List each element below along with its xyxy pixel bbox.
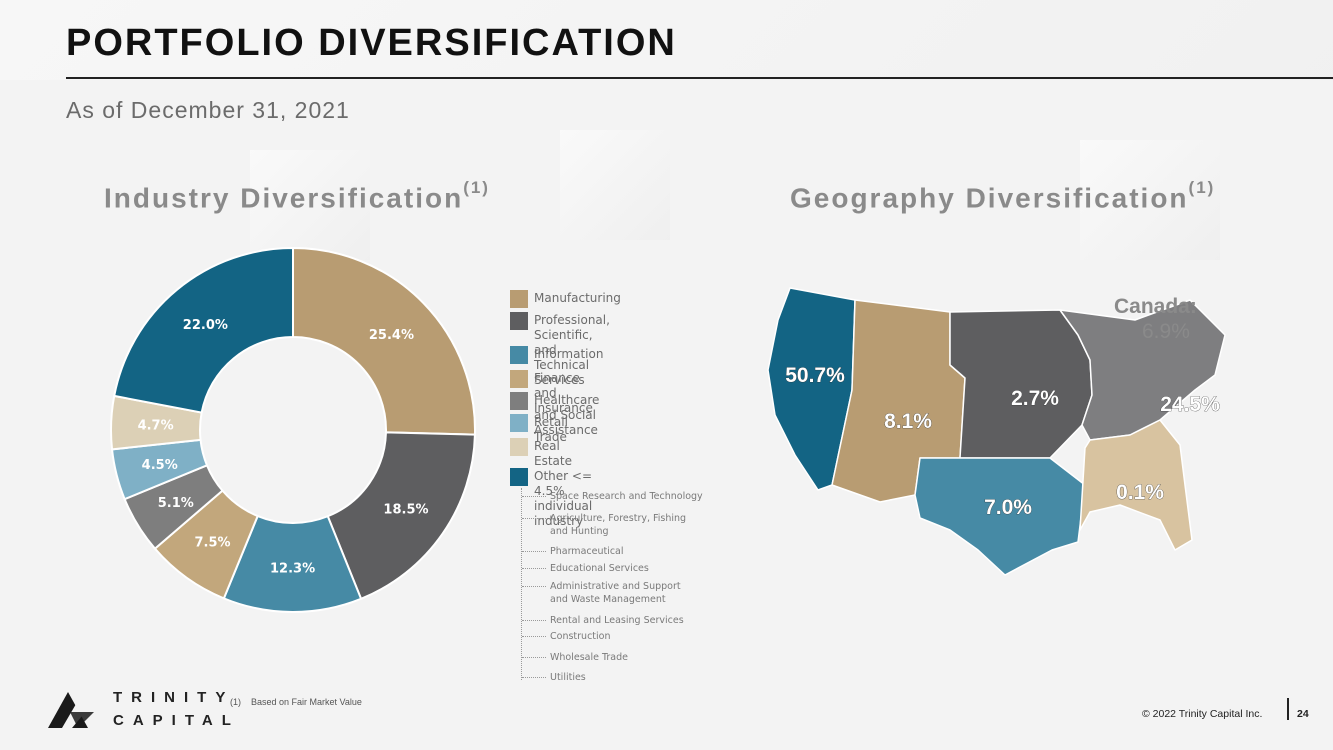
other-industry-item: Administrative and Support and Waste Mana… [522, 580, 758, 606]
other-industry-item: Rental and Leasing Services [522, 614, 758, 627]
legend-label: Retail Trade [534, 415, 568, 444]
trinity-logo-icon [48, 692, 94, 728]
legend-label: Healthcare and Social Assistance [534, 393, 600, 437]
other-industry-item: Pharmaceutical [522, 545, 758, 558]
background-tile [250, 150, 370, 260]
footnote-number: (1) [230, 697, 241, 707]
donut-slice-8 [113, 246, 294, 414]
geography-footnote-ref: (1) [1188, 178, 1216, 197]
other-industry-item: Agriculture, Forestry, Fishing and Huntin… [522, 512, 758, 538]
logo-text-capital: CAPITAL [113, 712, 240, 729]
legend-item: Information [510, 346, 603, 364]
other-industry-item: Construction [522, 630, 758, 643]
map-region-label-3: 2.7% [1011, 387, 1059, 410]
canada-label: Canada: [1114, 295, 1197, 318]
legend-item: Manufacturing [510, 290, 621, 308]
page-title: PORTFOLIO DIVERSIFICATION [66, 22, 677, 64]
legend-swatch [510, 290, 528, 308]
map-region-3 [949, 309, 1093, 459]
legend-item: Finance and Insurance [510, 370, 593, 416]
legend-item: Professional, Scientific, and Technical S… [510, 312, 610, 388]
logo-text-trinity: TRINITY [113, 689, 235, 706]
us-geography-map: 50.7% 8.1% 2.7% 24.5% 7.0% 0.1% [767, 287, 1226, 576]
copyright: © 2022 Trinity Capital Inc. [1142, 708, 1263, 720]
donut-slice-label-7: 4.7% [138, 418, 174, 433]
map-region-label-2: 8.1% [884, 410, 932, 433]
page-number-divider [1287, 698, 1289, 720]
donut-slice-label-6: 4.5% [142, 458, 178, 473]
map-region-label-1: 50.7% [785, 364, 845, 387]
legend-swatch [510, 370, 528, 388]
title-divider [66, 77, 1333, 79]
other-industry-item: Utilities [522, 671, 758, 684]
map-region-label-4: 24.5% [1160, 393, 1220, 416]
legend-label: Finance and Insurance [534, 371, 593, 415]
legend-swatch [510, 438, 528, 456]
donut-slice-label-2: 18.5% [383, 502, 428, 517]
legend-label: Information [534, 347, 604, 361]
background-band [0, 0, 1333, 80]
industry-section-heading: Industry Diversification(1) [104, 178, 490, 214]
donut-slice-label-1: 25.4% [369, 328, 414, 343]
industry-footnote-ref: (1) [463, 178, 490, 197]
donut-slice-2 [326, 431, 476, 601]
donut-slice-label-5: 5.1% [158, 496, 194, 511]
industry-heading-text: Industry Diversification [104, 182, 464, 214]
legend-label: Real Estate [534, 439, 572, 468]
legend-item: Healthcare and Social Assistance [510, 392, 599, 438]
legend-label: Professional, Scientific, and Technical S… [534, 313, 610, 387]
footnote: (1) Based on Fair Market Value [230, 697, 362, 707]
legend-item: Other <= 4.5% individual industry [510, 468, 592, 529]
industry-donut-chart: 25.4% 18.5% 12.3% 7.5% 5.1% 4.5% 4.7% 22.0% [110, 246, 476, 613]
legend-swatch [510, 414, 528, 432]
other-industry-item: Space Research and Technology [522, 490, 758, 503]
other-industry-item: Educational Services [522, 562, 758, 575]
legend-swatch [510, 346, 528, 364]
donut-slice-1 [292, 246, 476, 436]
background-tile [560, 130, 670, 240]
breakdown-connector-line [521, 488, 522, 680]
geography-section-heading: Geography Diversification(1) [790, 178, 1215, 214]
geography-heading-text: Geography Diversification [790, 182, 1189, 214]
map-region-label-6: 0.1% [1116, 481, 1164, 504]
legend-item: Real Estate [510, 438, 572, 469]
map-region-6 [1079, 419, 1193, 551]
map-region-5 [914, 457, 1086, 576]
donut-slice-label-8: 22.0% [183, 318, 228, 333]
legend-item: Retail Trade [510, 414, 568, 445]
legend-swatch [510, 312, 528, 330]
legend-swatch [510, 468, 528, 486]
page-subtitle: As of December 31, 2021 [66, 97, 350, 123]
legend-swatch [510, 392, 528, 410]
legend-label: Manufacturing [534, 291, 621, 305]
page-number: 24 [1297, 708, 1309, 720]
background-tile [1080, 140, 1220, 260]
donut-slice-label-4: 7.5% [194, 535, 230, 550]
map-region-label-5: 7.0% [984, 496, 1032, 519]
footnote-text: Based on Fair Market Value [251, 697, 362, 707]
other-industry-item: Wholesale Trade [522, 651, 758, 664]
canada-value: 6.9% [1142, 320, 1190, 343]
donut-slice-label-3: 12.3% [270, 561, 315, 576]
legend-label: Other <= 4.5% individual industry [534, 469, 593, 528]
